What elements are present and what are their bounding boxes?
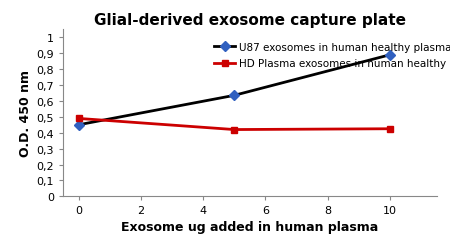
U87 exosomes in human healthy plasma bbox=[76, 124, 81, 127]
Y-axis label: O.D. 450 nm: O.D. 450 nm bbox=[19, 70, 32, 157]
U87 exosomes in human healthy plasma bbox=[387, 54, 392, 57]
X-axis label: Exosome ug added in human plasma: Exosome ug added in human plasma bbox=[121, 220, 378, 233]
Line: HD Plasma exosomes in human healthy plasma: HD Plasma exosomes in human healthy plas… bbox=[75, 115, 393, 134]
HD Plasma exosomes in human healthy plasma bbox=[76, 117, 81, 120]
Title: Glial-derived exosome capture plate: Glial-derived exosome capture plate bbox=[94, 13, 406, 28]
Line: U87 exosomes in human healthy plasma: U87 exosomes in human healthy plasma bbox=[75, 52, 393, 129]
HD Plasma exosomes in human healthy plasma bbox=[231, 129, 237, 132]
Legend: U87 exosomes in human healthy plasma, HD Plasma exosomes in human healthy plasma: U87 exosomes in human healthy plasma, HD… bbox=[210, 39, 450, 73]
HD Plasma exosomes in human healthy plasma bbox=[387, 128, 392, 131]
U87 exosomes in human healthy plasma bbox=[231, 94, 237, 98]
